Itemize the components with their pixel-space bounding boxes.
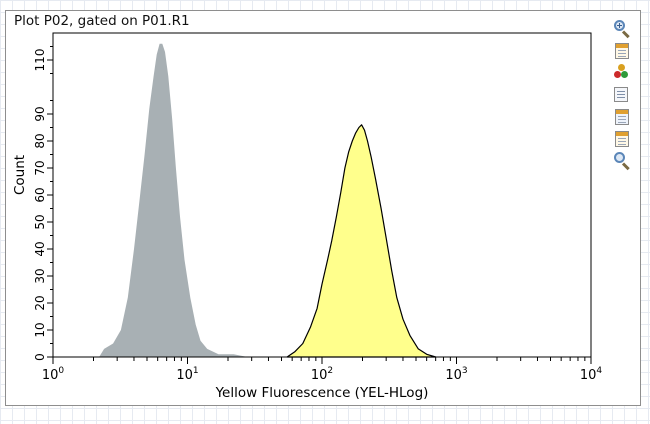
plot-toolbar [612,19,634,171]
y-axis-label: Count [12,155,28,195]
y-tick-label: 0 [33,353,47,361]
x-axis-label: Yellow Fluorescence (YEL-HLog) [215,385,429,401]
y-tick-label: 110 [33,49,47,72]
plot-title: Plot P02, gated on P01.R1 [14,13,190,29]
export-button[interactable] [612,129,632,149]
y-tick-label: 80 [33,133,47,148]
y-tick-label: 50 [33,214,47,229]
y-tick-label: 10 [33,322,47,337]
zoom-out-button[interactable] [612,151,632,171]
histogram-series-2 [286,124,437,358]
y-tick-label: 90 [33,106,47,121]
y-tick-label: 60 [33,187,47,202]
x-tick-label: 101 [176,366,198,383]
zoom-in-button[interactable] [612,19,632,39]
print-button[interactable] [612,107,632,127]
statistics-button[interactable] [612,85,632,105]
x-tick-label: 104 [580,366,603,383]
histogram-chart[interactable]: 100 101 102 103 104 0 10 20 30 40 50 60 70 80 90 110 Yel… [6,11,642,407]
y-tick-label: 30 [33,268,47,283]
layout-icon [615,43,629,59]
color-button[interactable] [612,63,632,83]
export-icon [615,131,629,147]
y-tick-label: 40 [33,241,47,256]
layout-button[interactable] [612,41,632,61]
plot-panel: Plot P02, gated on P01.R1 100 101 102 103 10… [5,10,641,406]
stats-icon [614,87,628,102]
y-tick-label: 20 [33,295,47,310]
histogram-series-1 [99,43,248,358]
x-tick-label: 103 [445,366,467,383]
y-tick-label: 70 [33,160,47,175]
print-icon [615,109,629,125]
x-tick-label: 100 [42,366,65,383]
x-tick-label: 102 [311,366,333,383]
